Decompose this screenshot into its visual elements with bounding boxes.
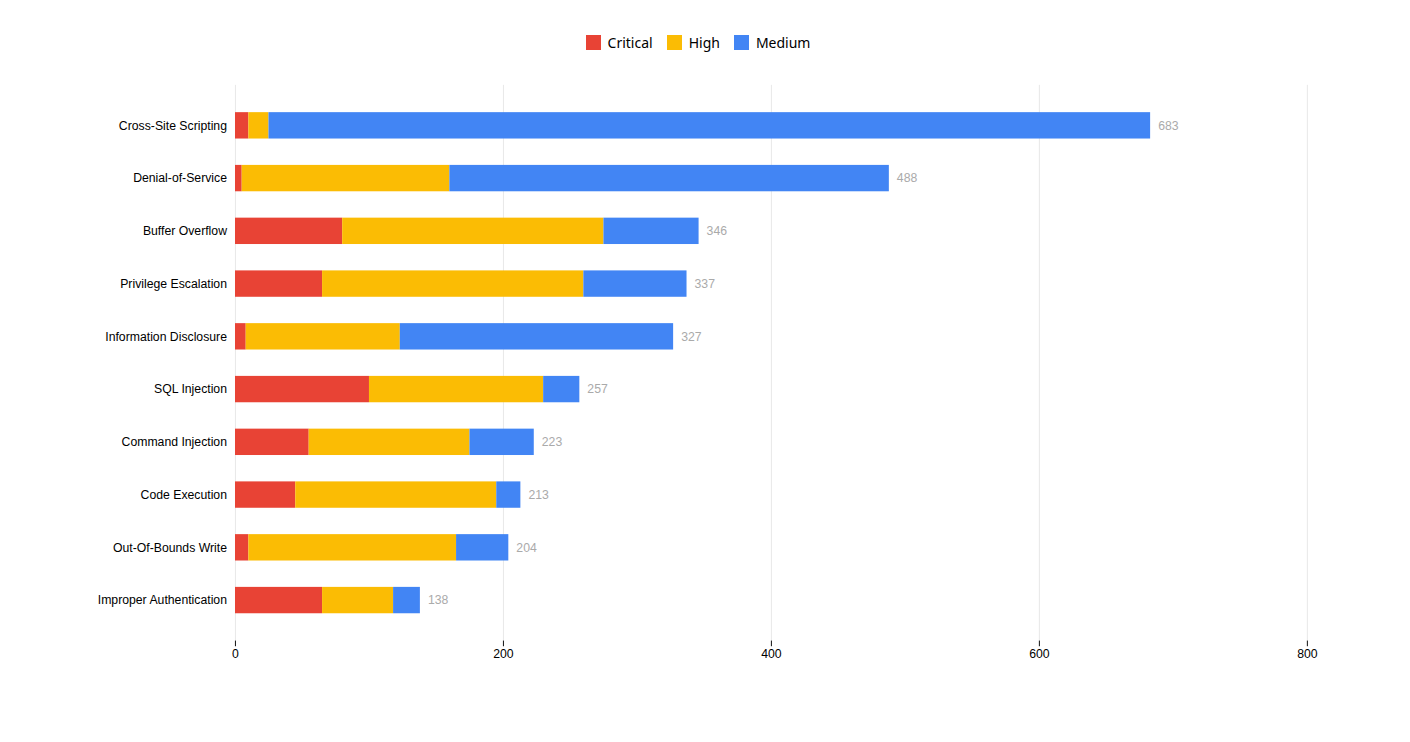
svg-text:346: 346 [707, 224, 728, 238]
svg-text:600: 600 [1029, 647, 1050, 661]
svg-text:223: 223 [542, 435, 563, 449]
svg-text:200: 200 [493, 647, 514, 661]
svg-text:213: 213 [528, 488, 549, 502]
svg-text:Denial-of-Service: Denial-of-Service [133, 171, 227, 185]
svg-text:Cross-Site Scripting: Cross-Site Scripting [119, 119, 227, 133]
svg-text:Command Injection: Command Injection [122, 435, 228, 449]
svg-text:Improper Authentication: Improper Authentication [98, 593, 227, 607]
svg-text:0: 0 [232, 647, 239, 661]
svg-text:Code Execution: Code Execution [141, 488, 228, 502]
svg-text:204: 204 [516, 541, 537, 555]
svg-text:337: 337 [695, 277, 716, 291]
html-text:Medium: Medium [755, 33, 811, 52]
svg-text:488: 488 [897, 171, 918, 185]
svg-text:400: 400 [761, 647, 782, 661]
svg-text:800: 800 [1297, 647, 1318, 661]
html-text:Critical: Critical [607, 33, 653, 52]
svg-text:138: 138 [428, 593, 449, 607]
html-text:High: High [688, 33, 720, 52]
svg-text:257: 257 [587, 382, 608, 396]
svg-text:Out-Of-Bounds Write: Out-Of-Bounds Write [113, 541, 227, 555]
svg-text:Information Disclosure: Information Disclosure [105, 330, 227, 344]
svg-text:Buffer Overflow: Buffer Overflow [143, 224, 227, 238]
svg-text:683: 683 [1158, 119, 1179, 133]
svg-text:SQL Injection: SQL Injection [154, 382, 227, 396]
svg-text:Privilege Escalation: Privilege Escalation [120, 277, 227, 291]
svg-text:327: 327 [681, 330, 702, 344]
